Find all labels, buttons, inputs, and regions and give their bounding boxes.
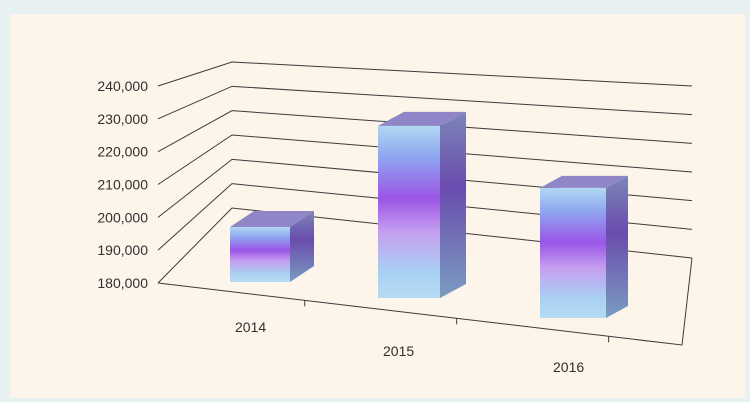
gridline bbox=[157, 110, 693, 153]
bar-front bbox=[230, 227, 290, 282]
bar-top bbox=[230, 211, 314, 227]
gridline bbox=[157, 183, 693, 251]
bar-2015 bbox=[378, 111, 466, 298]
bar-front bbox=[378, 125, 440, 298]
bar-top bbox=[540, 175, 628, 188]
x-category-label: 2015 bbox=[383, 343, 414, 359]
y-tick-label: 180,000 bbox=[97, 275, 148, 291]
y-axis-ticks: 180,000 190,000 200,000 210,000 220,000 230,0… bbox=[97, 78, 148, 291]
bar-side bbox=[440, 111, 466, 298]
bar-side bbox=[606, 175, 628, 318]
x-category-label: 2014 bbox=[235, 319, 266, 335]
y-tick-label: 200,000 bbox=[97, 209, 148, 225]
bar-top bbox=[378, 111, 466, 126]
y-tick-label: 240,000 bbox=[97, 78, 148, 94]
gridline bbox=[157, 134, 693, 185]
gridlines bbox=[157, 61, 693, 346]
bar-front bbox=[540, 187, 606, 318]
y-tick-label: 210,000 bbox=[97, 177, 148, 193]
y-tick-label: 220,000 bbox=[97, 144, 148, 160]
bars bbox=[230, 111, 628, 318]
floor-edge bbox=[157, 257, 693, 346]
gridline bbox=[157, 158, 693, 218]
gridline bbox=[157, 61, 693, 87]
x-category-label: 2016 bbox=[553, 359, 584, 375]
gridline bbox=[157, 207, 693, 284]
y-tick-label: 230,000 bbox=[97, 111, 148, 127]
x-axis-categories: 2014 2015 2016 bbox=[235, 319, 584, 375]
bar-2016 bbox=[540, 175, 628, 318]
y-tick-label: 190,000 bbox=[97, 242, 148, 258]
bar-2014 bbox=[230, 211, 314, 282]
bar-side bbox=[290, 211, 314, 282]
gridline bbox=[157, 85, 693, 120]
